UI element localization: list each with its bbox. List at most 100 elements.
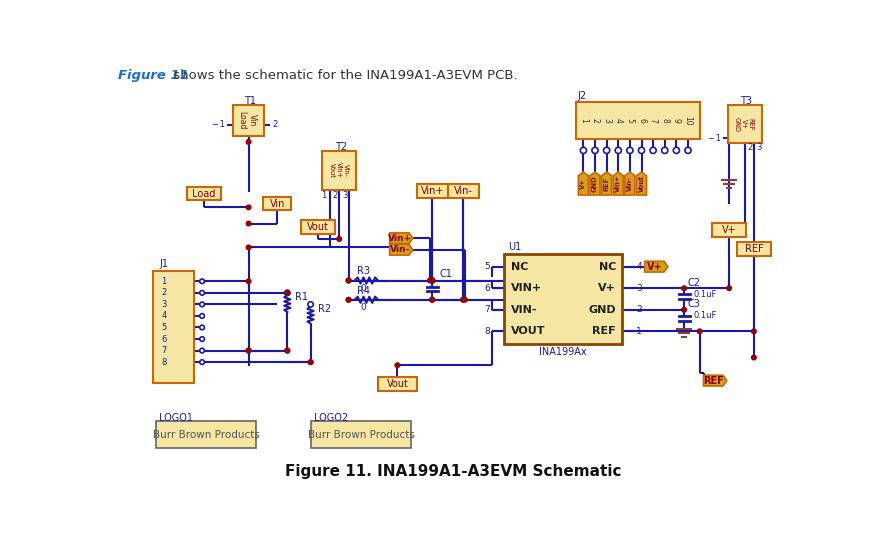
Text: 7: 7 [485, 305, 490, 314]
Text: C2: C2 [688, 278, 701, 288]
Text: Vin-: Vin- [454, 186, 473, 196]
Text: 1: 1 [636, 327, 642, 336]
Circle shape [430, 278, 435, 283]
Circle shape [463, 298, 467, 302]
Text: REF: REF [592, 326, 616, 337]
Text: 7: 7 [161, 346, 166, 355]
Text: 5: 5 [161, 323, 166, 332]
Text: J2: J2 [577, 91, 586, 101]
Text: T2: T2 [335, 142, 347, 153]
Bar [322, 151, 357, 190]
Circle shape [346, 298, 350, 302]
Text: ─ 1: ─ 1 [708, 134, 720, 143]
Text: T3: T3 [740, 96, 752, 106]
Text: Burr Brown Products: Burr Brown Products [152, 430, 259, 439]
Text: Load: Load [192, 188, 215, 199]
Circle shape [461, 298, 466, 302]
Text: GND: GND [592, 175, 598, 192]
Circle shape [430, 278, 435, 283]
Text: 8: 8 [660, 118, 669, 123]
Circle shape [395, 363, 400, 367]
Circle shape [308, 302, 313, 307]
Bar [417, 184, 448, 198]
Text: ─ 1: ─ 1 [212, 121, 225, 129]
Circle shape [650, 147, 656, 154]
Circle shape [673, 147, 680, 154]
Text: Vin+: Vin+ [615, 175, 621, 192]
Bar [575, 102, 700, 139]
Circle shape [246, 348, 251, 353]
Bar [156, 421, 257, 447]
Circle shape [200, 325, 204, 330]
Text: 6: 6 [637, 118, 646, 123]
Text: 0.1uF: 0.1uF [694, 290, 717, 299]
Text: V+: V+ [647, 262, 663, 272]
Text: 2: 2 [161, 288, 166, 298]
Circle shape [285, 291, 289, 295]
Text: 5: 5 [485, 262, 490, 271]
Bar [712, 223, 746, 236]
Circle shape [246, 205, 251, 210]
Text: C3: C3 [688, 299, 701, 309]
Text: Vin-: Vin- [389, 245, 410, 254]
Text: U1: U1 [508, 242, 521, 252]
Bar [264, 196, 291, 210]
Polygon shape [613, 172, 623, 195]
Polygon shape [578, 172, 589, 195]
Circle shape [200, 348, 204, 353]
Text: 9: 9 [672, 118, 681, 123]
Text: REF: REF [744, 244, 763, 254]
Text: 2: 2 [332, 192, 337, 200]
Text: 4: 4 [636, 262, 642, 271]
Text: 2: 2 [636, 305, 642, 314]
Text: C1: C1 [440, 269, 453, 279]
Text: NC: NC [598, 262, 616, 272]
Text: J1: J1 [159, 259, 168, 269]
Bar [727, 105, 762, 143]
Circle shape [246, 221, 251, 226]
Polygon shape [602, 172, 612, 195]
Text: V+: V+ [598, 283, 616, 293]
Text: 0: 0 [360, 303, 366, 312]
Text: 6: 6 [161, 334, 166, 344]
Circle shape [337, 236, 342, 241]
Circle shape [200, 279, 204, 283]
Text: REF: REF [604, 176, 610, 190]
Text: V+: V+ [722, 225, 736, 235]
Circle shape [430, 298, 435, 302]
Circle shape [685, 147, 691, 154]
Circle shape [200, 302, 204, 307]
Polygon shape [704, 375, 727, 386]
Text: INA199Ax: INA199Ax [540, 347, 587, 357]
Circle shape [285, 348, 289, 353]
Text: Figure 11: Figure 11 [119, 69, 189, 82]
Text: R4: R4 [357, 286, 370, 295]
Text: 3: 3 [342, 192, 348, 200]
Circle shape [751, 355, 756, 360]
Circle shape [346, 278, 350, 283]
Circle shape [200, 360, 204, 365]
Circle shape [581, 147, 587, 154]
Circle shape [430, 278, 435, 283]
Text: LOGO2: LOGO2 [313, 413, 348, 423]
Text: shows the schematic for the INA199A1-A3EVM PCB.: shows the schematic for the INA199A1-A3E… [169, 69, 518, 82]
Circle shape [346, 278, 350, 283]
Text: Vout: Vout [307, 222, 329, 232]
Text: Vout: Vout [638, 175, 644, 192]
Text: 8: 8 [485, 327, 490, 336]
Circle shape [751, 329, 756, 334]
Circle shape [697, 329, 702, 334]
Text: 2: 2 [747, 143, 752, 152]
Text: V+: V+ [581, 178, 587, 189]
Circle shape [246, 140, 251, 144]
Text: 0: 0 [360, 283, 366, 293]
Circle shape [246, 245, 251, 250]
Polygon shape [590, 172, 600, 195]
Polygon shape [625, 172, 635, 195]
Text: R2: R2 [319, 304, 332, 314]
Text: 3: 3 [756, 143, 762, 152]
Text: Vin-
Vin+
Vout: Vin- Vin+ Vout [328, 162, 349, 179]
Circle shape [285, 348, 289, 353]
Text: 2: 2 [273, 121, 278, 129]
Bar [311, 421, 412, 447]
